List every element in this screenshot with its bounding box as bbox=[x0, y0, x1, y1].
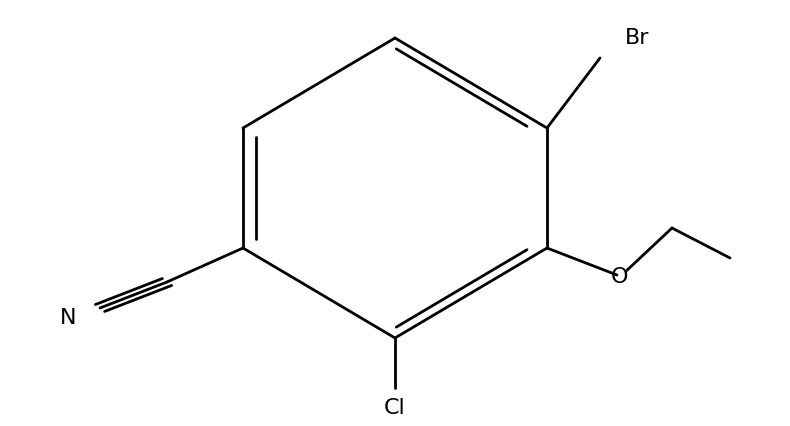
Text: Br: Br bbox=[625, 28, 649, 48]
Text: O: O bbox=[611, 267, 628, 287]
Text: N: N bbox=[60, 308, 77, 328]
Text: Cl: Cl bbox=[384, 398, 406, 418]
